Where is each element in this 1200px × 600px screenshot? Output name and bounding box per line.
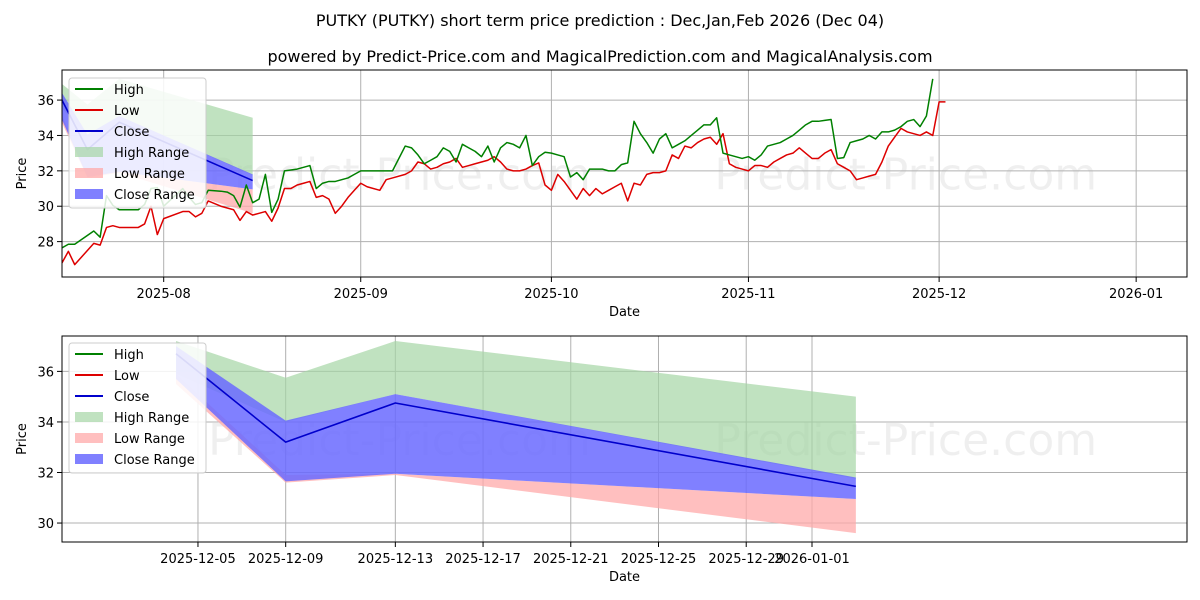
legend-label: Low	[114, 369, 140, 384]
high-line	[62, 78, 934, 249]
legend-label: Low Range	[114, 167, 185, 182]
legend-label: Close Range	[114, 453, 195, 468]
x-tick-label: 2026-01	[1109, 287, 1163, 302]
y-tick-label: 36	[37, 94, 54, 109]
x-tick-label: 2025-12-13	[358, 552, 434, 567]
legend-label: High Range	[114, 411, 189, 426]
x-tick-label: 2025-08	[137, 287, 191, 302]
legend-swatch-patch	[75, 454, 103, 464]
legend-label: High Range	[114, 146, 189, 161]
chart-title: PUTKY (PUTKY) short term price predictio…	[316, 11, 884, 30]
legend-label: Close	[114, 125, 149, 140]
close-range-band	[176, 346, 856, 500]
legend-swatch-patch	[75, 147, 103, 157]
legend-label: High	[114, 83, 144, 98]
low-range-band	[176, 373, 856, 534]
legend-swatch-patch	[75, 189, 103, 199]
y-tick-label: 30	[37, 517, 54, 532]
x-tick-label: 2025-11	[721, 287, 775, 302]
x-tick-label: 2025-09	[334, 287, 388, 302]
x-tick-label: 2025-12-29	[708, 552, 784, 567]
watermark-text: Predict-Price.com	[714, 150, 1097, 201]
x-tick-label: 2025-10	[524, 287, 578, 302]
high-range-band	[176, 341, 856, 479]
y-axis-label: Price	[15, 158, 30, 190]
legend-label: Low Range	[114, 432, 185, 447]
x-tick-label: 2025-12	[912, 287, 966, 302]
x-tick-label: 2025-12-17	[445, 552, 521, 567]
axes-frame	[61, 69, 1188, 278]
chart-subtitle: powered by Predict-Price.com and Magical…	[267, 47, 932, 66]
x-axis-label: Date	[609, 570, 640, 585]
legend-swatch-patch	[75, 168, 103, 178]
y-tick-label: 36	[37, 365, 54, 380]
y-tick-label: 34	[37, 129, 54, 144]
y-tick-label: 32	[37, 466, 54, 481]
close-line	[175, 353, 857, 488]
legend-label: Close	[114, 390, 149, 405]
legend-box	[68, 77, 207, 209]
y-tick-label: 30	[37, 200, 54, 215]
legend-label: Close Range	[114, 188, 195, 203]
y-tick-label: 34	[37, 416, 54, 431]
legend-label: High	[114, 348, 144, 363]
x-tick-label: 2025-12-09	[248, 552, 324, 567]
x-tick-label: 2026-01-01	[774, 552, 850, 567]
x-axis-label: Date	[609, 305, 640, 320]
low-line	[62, 101, 946, 266]
axes-frame	[61, 335, 1188, 543]
legend: High Low Close High Range Low Range Close Ran…	[68, 77, 207, 209]
plot-area	[175, 341, 857, 534]
legend-swatch-patch	[75, 433, 103, 443]
top-panel: Predict-Price.com Predict-Price.com 2025-0…	[15, 69, 1188, 320]
legend: High Low Close High Range Low Range Close Ran…	[68, 342, 207, 474]
y-tick-label: 32	[37, 165, 54, 180]
y-tick-label: 28	[37, 236, 54, 251]
bottom-panel: Predict-Price.comPredict-Price.com2025-1…	[15, 335, 1188, 585]
x-tick-label: 2025-12-25	[621, 552, 697, 567]
y-axis-label: Price	[15, 423, 30, 455]
x-tick-label: 2025-12-05	[160, 552, 236, 567]
legend-label: Low	[114, 104, 140, 119]
legend-swatch-patch	[75, 412, 103, 422]
legend-box	[68, 342, 207, 474]
x-tick-label: 2025-12-21	[533, 552, 609, 567]
